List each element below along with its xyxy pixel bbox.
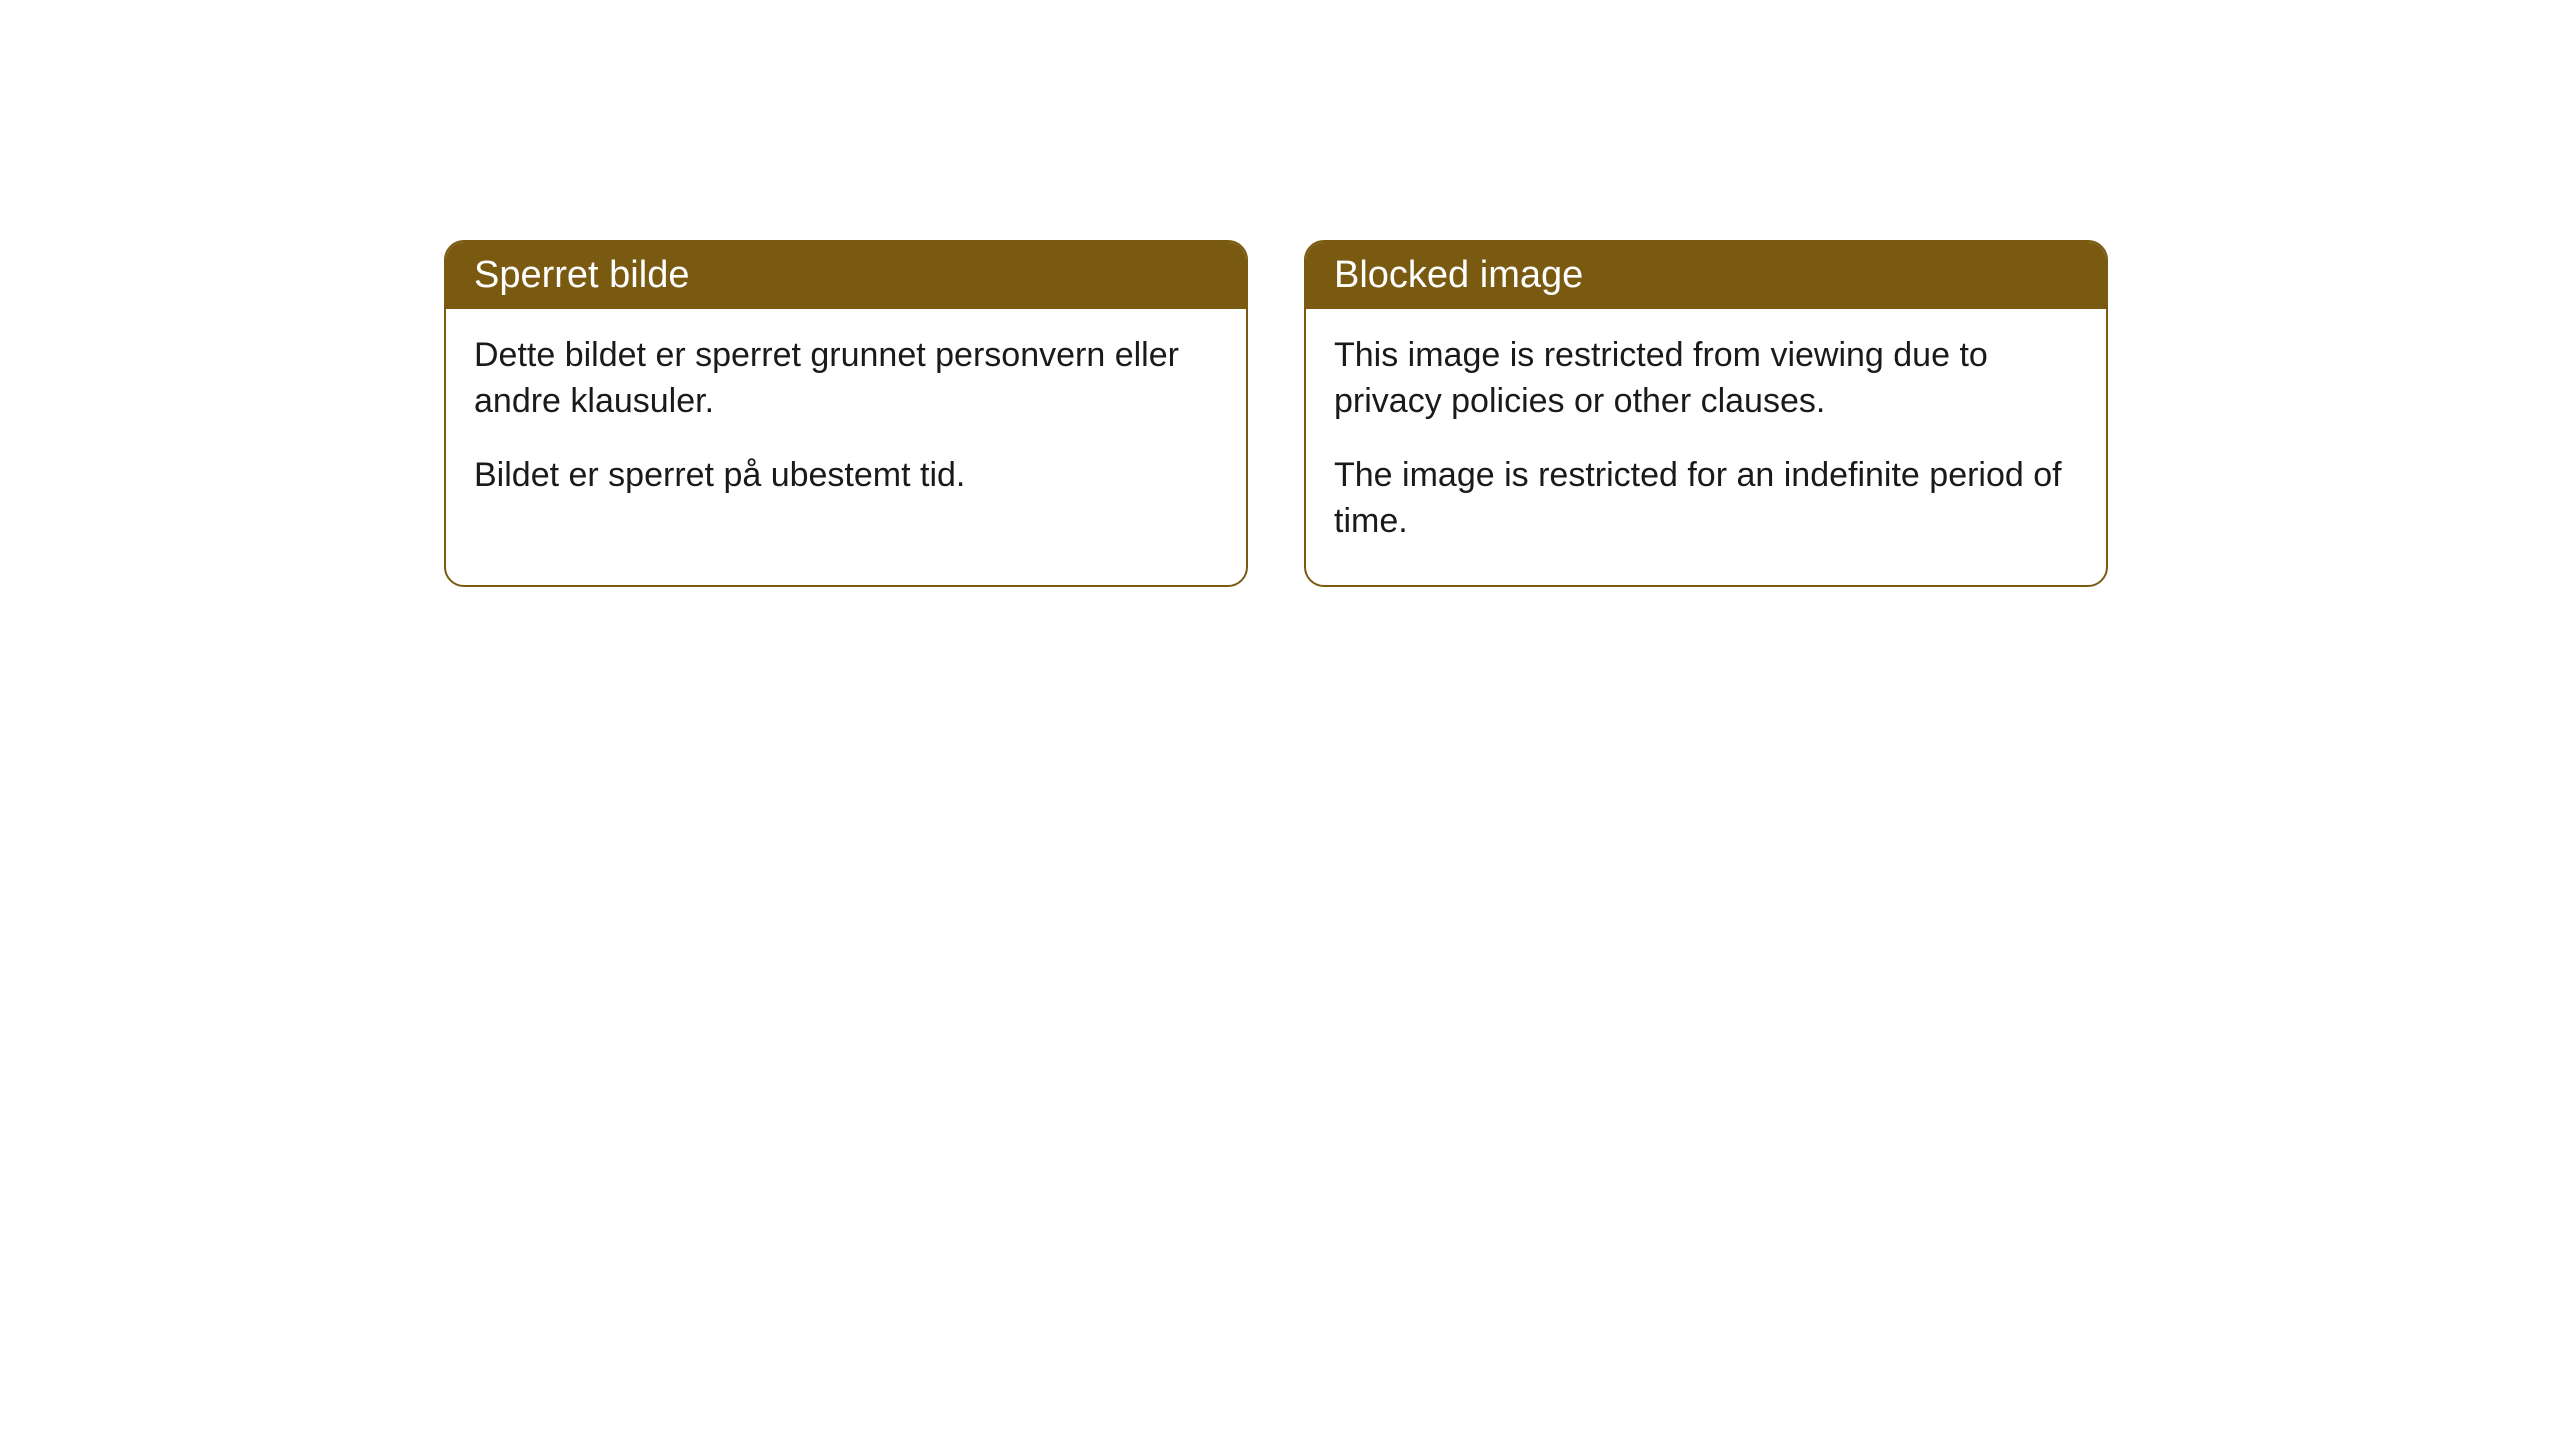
notice-cards-container: Sperret bilde Dette bildet er sperret gr… xyxy=(444,240,2108,587)
blocked-image-card-english: Blocked image This image is restricted f… xyxy=(1304,240,2108,587)
notice-text-norwegian-1: Dette bildet er sperret grunnet personve… xyxy=(474,333,1218,425)
notice-text-norwegian-2: Bildet er sperret på ubestemt tid. xyxy=(474,453,1218,499)
card-header-norwegian: Sperret bilde xyxy=(446,242,1246,309)
notice-text-english-2: The image is restricted for an indefinit… xyxy=(1334,453,2078,545)
card-body-english: This image is restricted from viewing du… xyxy=(1306,309,2106,585)
card-body-norwegian: Dette bildet er sperret grunnet personve… xyxy=(446,309,1246,539)
blocked-image-card-norwegian: Sperret bilde Dette bildet er sperret gr… xyxy=(444,240,1248,587)
notice-text-english-1: This image is restricted from viewing du… xyxy=(1334,333,2078,425)
card-header-english: Blocked image xyxy=(1306,242,2106,309)
